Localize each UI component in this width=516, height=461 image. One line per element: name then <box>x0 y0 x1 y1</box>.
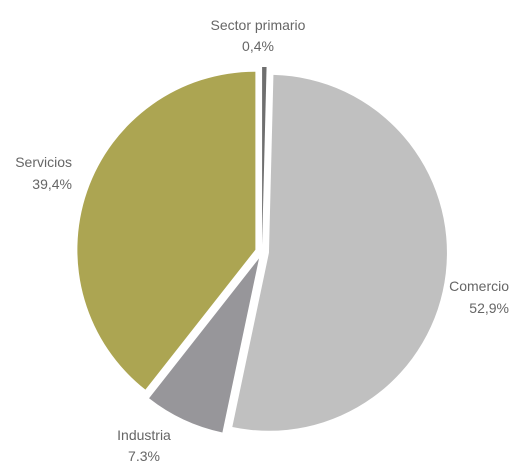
label-comercio: Comercio <box>449 278 509 294</box>
pie-labels: Sector primario 0,4% Comercio 52,9% Indu… <box>15 17 509 461</box>
value-comercio: 52,9% <box>469 300 509 316</box>
slice-servicios <box>77 71 256 390</box>
value-servicios: 39,4% <box>32 176 72 192</box>
value-industria: 7,3% <box>128 448 160 461</box>
slice-sector-primario <box>262 67 267 246</box>
value-sector-primario: 0,4% <box>242 38 274 54</box>
label-servicios: Servicios <box>15 154 72 170</box>
label-industria: Industria <box>117 427 171 443</box>
label-sector-primario: Sector primario <box>211 17 306 33</box>
pie-slices <box>77 67 447 433</box>
slice-comercio <box>232 74 447 431</box>
slice-industria <box>149 258 260 433</box>
